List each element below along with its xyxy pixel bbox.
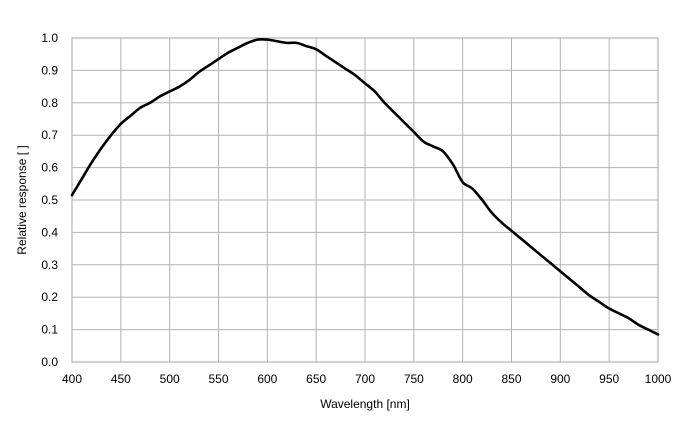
- y-tick-label: 0.1: [41, 323, 58, 337]
- x-tick-label: 1000: [645, 372, 672, 386]
- x-tick-label: 900: [550, 372, 570, 386]
- x-tick-label: 750: [404, 372, 424, 386]
- x-tick-label: 700: [355, 372, 375, 386]
- y-tick-label: 0.0: [41, 355, 58, 369]
- x-tick-label: 850: [501, 372, 521, 386]
- y-tick-labels: 0.0 0.1 0.2 0.3 0.4 0.5 0.6 0.7 0.8 0.9 1.0: [41, 31, 58, 369]
- y-tick-label: 0.8: [41, 96, 58, 110]
- x-tick-label: 950: [599, 372, 619, 386]
- x-tick-label: 450: [111, 372, 131, 386]
- plot-area-border: [71, 37, 659, 363]
- y-tick-label: 0.3: [41, 258, 58, 272]
- y-tick-label: 0.4: [41, 225, 58, 239]
- x-tick-label: 550: [208, 372, 228, 386]
- x-tick-label: 500: [160, 372, 180, 386]
- x-tick-labels: 400 450 500 550 600 650 700 750 800 850 900 950 1000: [62, 372, 672, 386]
- y-tick-label: 0.9: [41, 63, 58, 77]
- y-axis-title: Relative response [ ]: [15, 145, 29, 254]
- y-tick-label: 0.2: [41, 290, 58, 304]
- y-tick-label: 0.7: [41, 128, 58, 142]
- x-tick-label: 400: [62, 372, 82, 386]
- y-tick-label: 0.5: [41, 193, 58, 207]
- x-tick-label: 600: [257, 372, 277, 386]
- response-curve-line: [70, 38, 660, 336]
- y-tick-label: 0.6: [41, 161, 58, 175]
- y-tick-label: 1.0: [41, 31, 58, 45]
- x-tick-label: 650: [306, 372, 326, 386]
- x-tick-label: 800: [453, 372, 473, 386]
- series-layer: [70, 38, 660, 336]
- x-axis-title: Wavelength [nm]: [320, 397, 410, 411]
